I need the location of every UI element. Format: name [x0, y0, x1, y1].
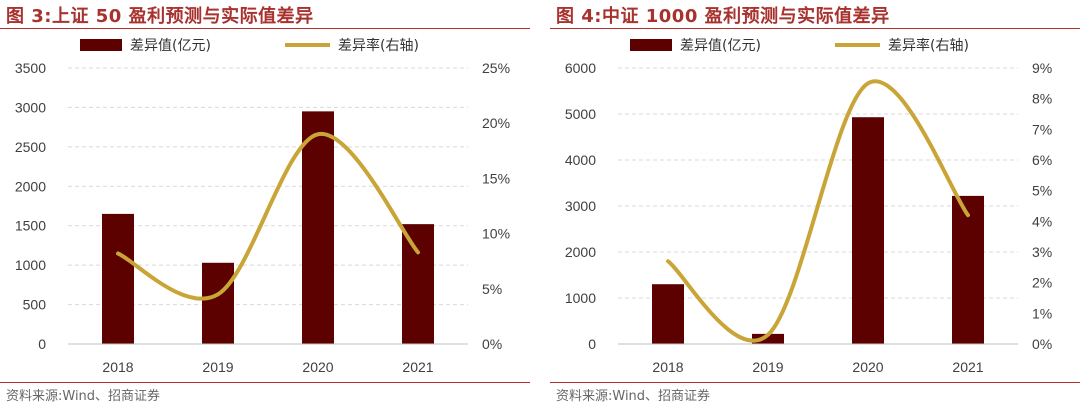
y2-tick-label: 25% — [482, 60, 510, 76]
legend-label-line: 差异率(右轴) — [338, 37, 419, 54]
legend-label-bar: 差异值(亿元) — [680, 38, 761, 54]
bar — [752, 333, 784, 344]
bar — [102, 213, 134, 344]
y2-tick-label: 5% — [1032, 183, 1052, 199]
y-tick-label: 4000 — [565, 152, 596, 168]
y2-tick-label: 2% — [1032, 275, 1052, 291]
title-divider — [550, 28, 1080, 29]
bar — [652, 284, 684, 344]
x-tick-label: 2021 — [952, 359, 983, 375]
y2-tick-label: 1% — [1032, 305, 1052, 321]
series-line — [116, 132, 420, 301]
x-tick-label: 2019 — [202, 359, 233, 375]
panel-title: 图 3:上证 50 盈利预测与实际值差异 — [6, 6, 314, 27]
x-tick-label: 2019 — [752, 359, 783, 375]
combo-chart: 差异值(亿元) 差异率(右轴) 0 1000 2000 3000 4000 5000 6000 0… — [565, 37, 1052, 375]
y-tick-label: 3000 — [565, 198, 596, 214]
y2-tick-label: 0% — [1032, 336, 1052, 352]
y2-tick-label: 15% — [482, 170, 510, 186]
bar — [952, 195, 984, 344]
legend: 差异值(亿元) 差异率(右轴) — [630, 37, 969, 54]
chart-panel-sse50: 图 3:上证 50 盈利预测与实际值差异 差异值(亿元) 差异率(右轴) 0 500 1… — [0, 0, 530, 405]
x-tick-label: 2020 — [302, 359, 333, 375]
footer-divider — [0, 382, 530, 383]
bar — [202, 262, 234, 344]
footer-divider — [550, 382, 1080, 383]
y2-tick-label: 8% — [1032, 91, 1052, 107]
y-tick-label: 3000 — [15, 99, 46, 115]
legend: 差异值(亿元) 差异率(右轴) — [80, 37, 419, 54]
y-tick-label: 0 — [38, 336, 46, 352]
y-tick-label: 2000 — [565, 244, 596, 260]
y-tick-label: 6000 — [565, 60, 596, 76]
y2-tick-label: 4% — [1032, 213, 1052, 229]
series-line — [666, 79, 970, 343]
y-tick-label: 3500 — [15, 60, 46, 76]
legend-label-line: 差异率(右轴) — [888, 37, 969, 54]
y2-tick-label: 5% — [482, 281, 502, 297]
bar — [302, 111, 334, 344]
bar — [402, 224, 434, 344]
combo-chart: 差异值(亿元) 差异率(右轴) 0 500 1000 1500 2000 2500 3000 35… — [15, 37, 510, 375]
y-tick-label: 1000 — [565, 290, 596, 306]
y-tick-label: 1500 — [15, 218, 46, 234]
y2-tick-label: 6% — [1032, 152, 1052, 168]
y2-tick-label: 3% — [1032, 244, 1052, 260]
y2-tick-label: 0% — [482, 336, 502, 352]
source-note: 资料来源:Wind、招商证券 — [556, 389, 711, 404]
bar — [852, 117, 884, 344]
legend-swatch-bar — [80, 39, 122, 51]
y-tick-label: 1000 — [15, 257, 46, 273]
legend-label-bar: 差异值(亿元) — [130, 38, 211, 54]
title-divider — [0, 28, 530, 29]
legend-swatch-bar — [630, 39, 672, 51]
y2-tick-label: 10% — [482, 226, 510, 242]
x-tick-label: 2018 — [102, 359, 133, 375]
y-tick-label: 0 — [588, 336, 596, 352]
x-tick-label: 2020 — [852, 359, 883, 375]
y2-tick-label: 20% — [482, 115, 510, 131]
y-tick-label: 5000 — [565, 106, 596, 122]
y2-tick-label: 9% — [1032, 60, 1052, 76]
y-tick-label: 500 — [23, 297, 47, 313]
y-tick-label: 2000 — [15, 178, 46, 194]
x-tick-label: 2021 — [402, 359, 433, 375]
chart-panel-csi1000: 图 4:中证 1000 盈利预测与实际值差异 差异值(亿元) 差异率(右轴) 0 10… — [550, 0, 1080, 405]
y-tick-label: 2500 — [15, 139, 46, 155]
panel-title: 图 4:中证 1000 盈利预测与实际值差异 — [556, 6, 890, 27]
y2-tick-label: 7% — [1032, 121, 1052, 137]
x-tick-label: 2018 — [652, 359, 683, 375]
source-note: 资料来源:Wind、招商证券 — [6, 389, 161, 404]
